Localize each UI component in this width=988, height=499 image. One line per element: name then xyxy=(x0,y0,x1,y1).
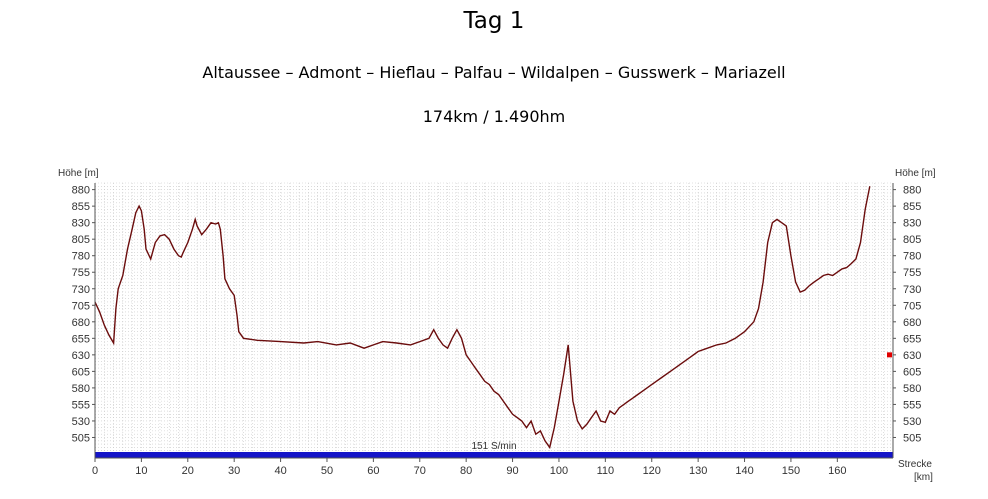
y-tick-label-right: 780 xyxy=(903,251,921,263)
y-tick-label-left: 880 xyxy=(72,185,90,197)
y-tick-label-right: 680 xyxy=(903,317,921,329)
x-axis-label-line2: [km] xyxy=(914,472,933,483)
y-tick-label-right: 755 xyxy=(903,267,921,279)
y-tick-label-right: 880 xyxy=(903,185,921,197)
elevation-line xyxy=(94,186,871,450)
y-tick-label-left: 505 xyxy=(72,432,90,444)
y-tick-label-right: 730 xyxy=(903,284,921,296)
x-tick-label: 80 xyxy=(460,465,472,477)
x-tick-label: 30 xyxy=(228,465,240,477)
route-subtitle: Altaussee – Admont – Hieflau – Palfau – … xyxy=(202,63,786,82)
x-tick-label: 20 xyxy=(182,465,194,477)
x-tick-label: 10 xyxy=(135,465,147,477)
x-tick-label: 160 xyxy=(828,465,846,477)
y-tick-label-left: 705 xyxy=(72,300,90,312)
x-axis-label-line1: Strecke xyxy=(898,459,932,470)
y-axis-right: 505 530 555 580 605 630 655 680 705 730 755 780 805 8… xyxy=(893,185,921,444)
y-tick-label-right: 505 xyxy=(903,432,921,444)
y-tick-label-left: 630 xyxy=(72,350,90,362)
y-tick-label-left: 730 xyxy=(72,284,90,296)
y-tick-label-right: 855 xyxy=(903,201,921,213)
chart-title: Tag 1 xyxy=(463,8,525,34)
y-tick-label-left: 855 xyxy=(72,201,90,213)
y-tick-label-left: 805 xyxy=(72,234,90,246)
right-axis-marker xyxy=(887,352,892,358)
x-tick-label: 110 xyxy=(597,465,615,477)
x-tick-label: 90 xyxy=(506,465,518,477)
x-tick-label: 130 xyxy=(689,465,707,477)
y-tick-label-right: 705 xyxy=(903,300,921,312)
x-tick-label: 100 xyxy=(550,465,568,477)
y-tick-label-right: 605 xyxy=(903,366,921,378)
y-tick-label-right: 555 xyxy=(903,399,921,411)
x-tick-label: 50 xyxy=(321,465,333,477)
y-tick-label-left: 780 xyxy=(72,251,90,263)
x-tick-label: 140 xyxy=(735,465,753,477)
y-tick-label-left: 530 xyxy=(72,416,90,428)
cadence-band-label: 151 S/min xyxy=(471,441,516,452)
y-tick-label-right: 830 xyxy=(903,218,921,230)
grid-lines xyxy=(94,182,894,454)
y-tick-label-right: 630 xyxy=(903,350,921,362)
x-tick-label: 70 xyxy=(414,465,426,477)
x-tick-label: 0 xyxy=(92,465,98,477)
x-tick-label: 120 xyxy=(643,465,661,477)
y-tick-label-left: 755 xyxy=(72,267,90,279)
y-tick-label-left: 830 xyxy=(72,218,90,230)
y-tick-label-left: 605 xyxy=(72,366,90,378)
x-axis: 0 10 20 30 40 50 60 70 80 90 100 110 120 130 140 150 160 xyxy=(92,458,847,477)
y-tick-label-right: 805 xyxy=(903,234,921,246)
y-axis-left: 505 530 555 580 605 630 655 680 705 730 755 780 805 8… xyxy=(72,185,95,444)
y-axis-label-left: Höhe [m] xyxy=(58,168,99,179)
y-tick-label-left: 680 xyxy=(72,317,90,329)
y-tick-label-right: 530 xyxy=(903,416,921,428)
y-tick-label-right: 655 xyxy=(903,333,921,345)
distance-elevation-stats: 174km / 1.490hm xyxy=(422,107,566,126)
y-tick-label-right: 580 xyxy=(903,383,921,395)
y-tick-label-left: 655 xyxy=(72,333,90,345)
y-axis-label-right: Höhe [m] xyxy=(895,168,936,179)
cadence-band xyxy=(95,452,893,458)
x-tick-label: 60 xyxy=(367,465,379,477)
y-tick-label-left: 580 xyxy=(72,383,90,395)
x-tick-label: 40 xyxy=(274,465,286,477)
y-tick-label-left: 555 xyxy=(72,399,90,411)
x-tick-label: 150 xyxy=(782,465,800,477)
